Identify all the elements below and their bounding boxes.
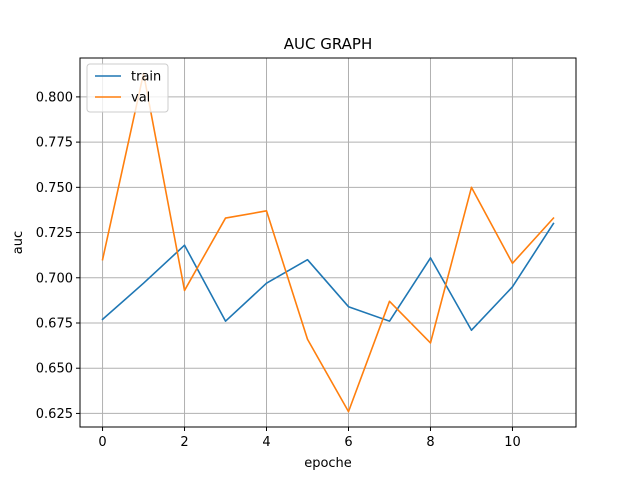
chart-title: AUC GRAPH [284, 35, 373, 53]
y-tick-label: 0.650 [36, 362, 73, 377]
y-axis-label: auc [11, 231, 26, 254]
plot-area-frame [79, 57, 577, 428]
legend-label-val: val [131, 91, 150, 106]
y-tick-label: 0.700 [36, 271, 73, 286]
series-layer [101, 72, 555, 413]
x-tick-label: 6 [344, 435, 352, 450]
x-tick-label: 4 [262, 435, 270, 450]
y-tick-label: 0.775 [36, 136, 73, 151]
x-axis-label: epoche [304, 456, 352, 471]
y-tick-label: 0.625 [36, 407, 73, 422]
x-tick-label: 8 [426, 435, 434, 450]
x-tick-label: 2 [180, 435, 188, 450]
y-tick-label: 0.725 [36, 226, 73, 241]
legend: train val [86, 63, 169, 113]
series-line-val [101, 72, 555, 413]
y-tick-label: 0.800 [36, 90, 73, 105]
series-line-train [101, 222, 555, 332]
x-tick-label: 10 [504, 435, 521, 450]
y-axis-ticks: 0.625 0.650 0.675 0.700 0.725 0.750 0.775 0.800 [36, 90, 80, 422]
y-tick-label: 0.675 [36, 316, 73, 331]
grid-lines [80, 58, 576, 427]
legend-label-train: train [131, 70, 161, 85]
x-axis-ticks: 0 2 4 6 8 10 [98, 427, 521, 450]
x-tick-label: 0 [98, 435, 106, 450]
y-tick-label: 0.750 [36, 181, 73, 196]
